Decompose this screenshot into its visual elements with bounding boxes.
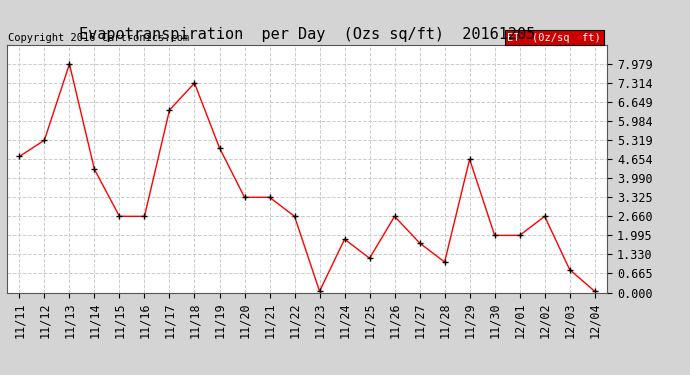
Text: ET  (0z/sq  ft): ET (0z/sq ft) — [507, 33, 601, 42]
Text: Copyright 2016 Cartronics.com: Copyright 2016 Cartronics.com — [8, 33, 189, 42]
Title: Evapotranspiration  per Day  (Ozs sq/ft)  20161205: Evapotranspiration per Day (Ozs sq/ft) 2… — [79, 27, 535, 42]
